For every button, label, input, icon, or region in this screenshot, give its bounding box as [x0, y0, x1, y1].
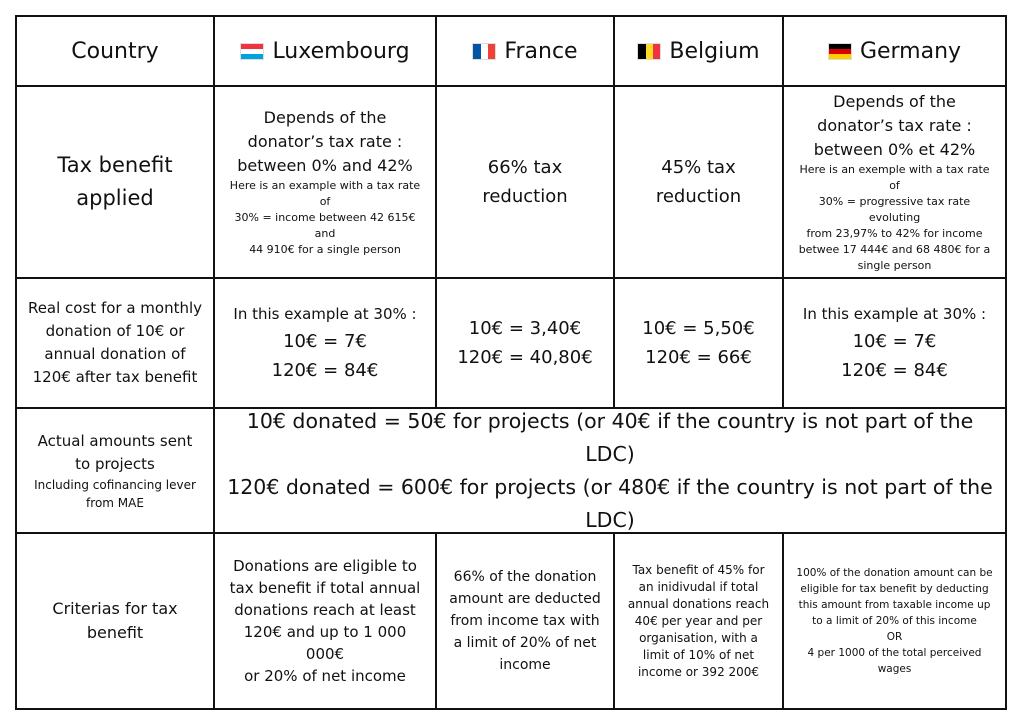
tax-benefit-note: 30% = progressive tax rate evoluting	[818, 195, 971, 224]
header-france-cell: France	[437, 17, 615, 87]
header-luxembourg-label: Luxembourg	[272, 38, 410, 64]
actual-amounts-label-cell: Actual amounts sent to projects Includin…	[17, 409, 215, 534]
tax-benefit-text: reduction	[482, 186, 568, 207]
tax-benefit-text: donator’s tax rate :	[817, 116, 972, 135]
criterias-text: Tax benefit of 45% for	[632, 562, 765, 577]
real-cost-value: 120€ = 40,80€	[457, 347, 593, 368]
criterias-text: donations reach at least	[234, 601, 416, 619]
header-luxembourg-cell: Luxembourg	[215, 17, 437, 87]
criterias-text: Donations are eligible to	[233, 557, 417, 575]
criterias-text: 4 per 1000 of the total perceived	[807, 647, 982, 659]
tax-benefit-text: Depends of the	[833, 92, 956, 111]
criterias-text: or 20% of net income	[244, 667, 406, 685]
criterias-text: OR	[886, 631, 903, 643]
real-cost-luxembourg-cell: In this example at 30% : 10€ = 7€ 120€ =…	[215, 279, 437, 409]
actual-amounts-note: Including cofinancing lever	[34, 477, 196, 492]
criterias-france-cell: 66% of the donation amount are deducted …	[437, 534, 615, 708]
real-cost-value: 10€ = 7€	[852, 331, 937, 352]
criterias-label-line: benefit	[86, 623, 144, 642]
criterias-text: income or 392 200€	[637, 664, 760, 679]
criterias-text: organisation, with a	[639, 630, 758, 645]
criterias-text: limit of 10% of net	[642, 647, 755, 662]
tax-benefit-label-line: applied	[76, 186, 154, 210]
real-cost-label-cell: Real cost for a monthly donation of 10€ …	[17, 279, 215, 409]
belgium-flag-icon	[637, 42, 662, 60]
criterias-text: to a limit of 20% of this income	[812, 615, 977, 627]
criterias-label-cell: Criterias for tax benefit	[17, 534, 215, 708]
real-cost-label-line: annual donation of	[44, 345, 186, 363]
real-cost-value: 120€ = 84€	[271, 360, 379, 381]
tax-benefit-germany-cell: Depends of the donator’s tax rate : betw…	[784, 87, 1005, 279]
real-cost-belgium-cell: 10€ = 5,50€ 120€ = 66€	[615, 279, 784, 409]
real-cost-value: 120€ = 84€	[841, 360, 948, 381]
criterias-text: 100% of the donation amount can be	[796, 567, 993, 579]
real-cost-value: 120€ = 66€	[645, 347, 752, 368]
criterias-belgium-cell: Tax benefit of 45% for an inidivudal if …	[615, 534, 784, 708]
real-cost-value: 10€ = 3,40€	[468, 318, 582, 339]
header-germany-label: Germany	[859, 38, 962, 64]
tax-benefit-note: 30% = income between 42 615€ and	[234, 211, 416, 240]
real-cost-intro: In this example at 30% :	[233, 305, 417, 323]
actual-amounts-label-line: Actual amounts sent	[37, 431, 193, 450]
criterias-text: 66% of the donation	[453, 569, 597, 585]
tax-benefit-label-line: Tax benefit	[57, 153, 173, 177]
tax-benefit-note: betwee 17 444€ and 68 480€ for a	[798, 243, 991, 256]
actual-amounts-line: 10€ donated = 50€ for projects (or 40€ i…	[246, 408, 974, 466]
tax-benefit-note: 44 910€ for a single person	[249, 243, 401, 256]
criterias-text: this amount from taxable income up	[798, 599, 991, 611]
real-cost-intro: In this example at 30% :	[802, 305, 987, 323]
tax-benefit-france-cell: 66% tax reduction	[437, 87, 615, 279]
criterias-text: from income tax with	[450, 613, 600, 629]
tax-benefit-text: between 0% and 42%	[237, 156, 413, 175]
criterias-text: annual donations reach	[627, 596, 770, 611]
tax-benefit-note: Here is an exemple with a tax rate of	[799, 163, 990, 192]
tax-benefit-text: reduction	[655, 186, 742, 207]
tax-benefit-text: between 0% et 42%	[813, 140, 976, 159]
tax-benefit-label-cell: Tax benefit applied	[17, 87, 215, 279]
tax-benefit-belgium-cell: 45% tax reduction	[615, 87, 784, 279]
actual-amounts-value-cell: 10€ donated = 50€ for projects (or 40€ i…	[215, 409, 1005, 534]
real-cost-france-cell: 10€ = 3,40€ 120€ = 40,80€	[437, 279, 615, 409]
actual-amounts-note: from MAE	[86, 495, 144, 510]
tax-benefit-note: single person	[857, 259, 932, 272]
tax-benefit-text: 66% tax	[487, 157, 563, 178]
real-cost-value: 10€ = 7€	[283, 331, 367, 352]
criterias-text: eligible for tax benefit by deducting	[800, 583, 989, 595]
real-cost-label-line: Real cost for a monthly	[27, 299, 203, 317]
criterias-text: a limit of 20% of net	[453, 635, 597, 651]
france-flag-icon	[472, 42, 497, 60]
tax-benefit-luxembourg-cell: Depends of the donator’s tax rate : betw…	[215, 87, 437, 279]
tax-benefit-text: Depends of the	[263, 108, 387, 127]
criterias-text: 40€ per year and per	[634, 613, 763, 628]
header-germany-cell: Germany	[784, 17, 1005, 87]
real-cost-germany-cell: In this example at 30% : 10€ = 7€ 120€ =…	[784, 279, 1005, 409]
header-country-cell: Country	[17, 17, 215, 87]
criterias-text: an inidivudal if total	[638, 579, 759, 594]
real-cost-value: 10€ = 5,50€	[642, 318, 755, 339]
criterias-text: amount are deducted	[449, 591, 601, 607]
header-france-label: France	[504, 38, 578, 64]
header-belgium-label: Belgium	[669, 38, 760, 64]
criterias-text: tax benefit if total annual	[229, 579, 421, 597]
header-country-label: Country	[71, 38, 159, 64]
real-cost-label-line: donation of 10€ or	[45, 322, 185, 340]
tax-benefit-text: donator’s tax rate :	[247, 132, 403, 151]
tax-benefit-note: from 23,97% to 42% for income	[806, 227, 983, 240]
real-cost-label-line: 120€ after tax benefit	[32, 368, 198, 386]
luxembourg-flag-icon	[240, 42, 265, 60]
germany-flag-icon	[827, 42, 852, 60]
actual-amounts-line: 120€ donated = 600€ for projects (or 480…	[227, 474, 993, 532]
criterias-text: wages	[877, 663, 912, 675]
criterias-luxembourg-cell: Donations are eligible to tax benefit if…	[215, 534, 437, 708]
criterias-label-line: Criterias for tax	[52, 599, 178, 618]
actual-amounts-label-line: to projects	[75, 454, 155, 473]
tax-benefit-comparison-table: Country Luxembourg France Belgium German…	[15, 15, 1007, 710]
criterias-germany-cell: 100% of the donation amount can be eligi…	[784, 534, 1005, 708]
header-belgium-cell: Belgium	[615, 17, 784, 87]
tax-benefit-note: Here is an example with a tax rate of	[229, 179, 421, 208]
tax-benefit-text: 45% tax	[661, 157, 736, 178]
criterias-text: 120€ and up to 1 000 000€	[243, 623, 407, 663]
criterias-text: income	[499, 657, 551, 673]
